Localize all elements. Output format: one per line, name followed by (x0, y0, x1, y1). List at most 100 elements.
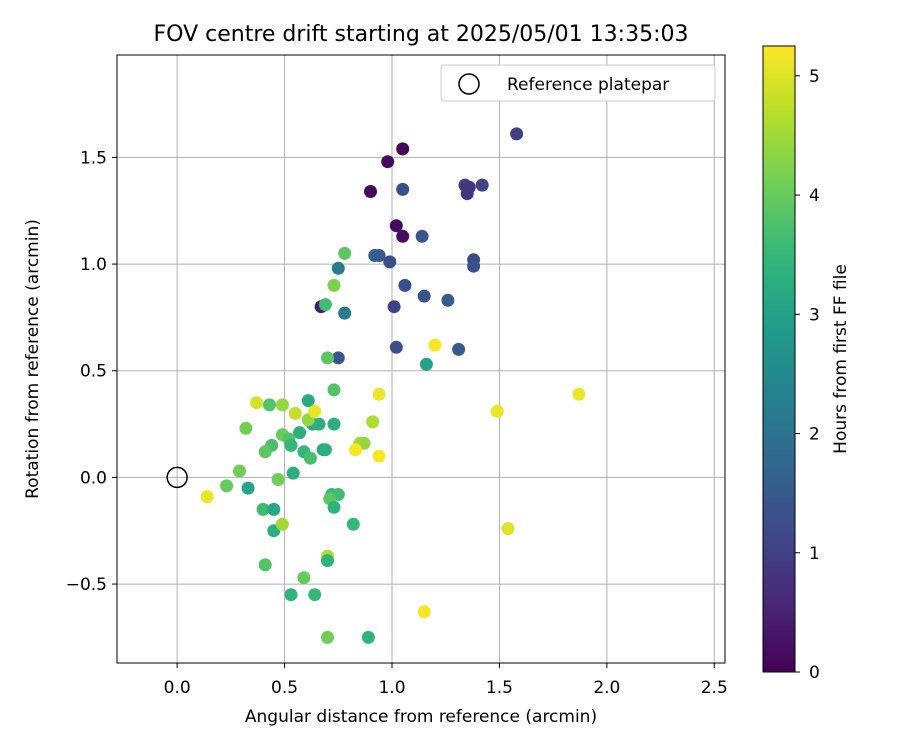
scatter-point (417, 605, 431, 619)
legend-label: Reference platepar (507, 75, 669, 95)
scatter-point (233, 464, 246, 478)
scatter-point (572, 387, 586, 401)
scatter-point (258, 445, 272, 459)
chart-title: FOV centre drift starting at 2025/05/01 … (154, 22, 689, 47)
colorbar-tick-label: 5 (809, 67, 820, 87)
scatter-point (372, 249, 386, 262)
scatter-point (510, 127, 524, 141)
scatter-point (263, 398, 276, 412)
scatter-point (460, 187, 474, 201)
legend-reference-marker (458, 73, 480, 95)
axis-ticks: 0.0 0.5 1.0 1.5 2.0 2.5 −0.5 0.0 0.5 1.0 1.5 (66, 148, 728, 698)
legend: Reference platepar (440, 64, 716, 102)
y-axis-label: Rotation from reference (arcmin) (23, 219, 43, 499)
x-tick-label: 1.0 (378, 678, 405, 698)
scatter-point (312, 417, 326, 431)
scatter-point (331, 261, 345, 275)
scatter-point (284, 588, 298, 602)
scatter-point (267, 502, 281, 516)
data-points (200, 127, 586, 644)
x-tick-label: 0.5 (271, 678, 298, 698)
scatter-point (284, 438, 298, 452)
scatter-point (220, 479, 234, 493)
x-tick-label: 2.0 (593, 678, 620, 698)
colorbar-tick-label: 4 (809, 186, 820, 206)
x-axis-label: Angular distance from reference (arcmin) (245, 707, 597, 727)
scatter-point (452, 342, 466, 356)
y-tick-label: 0.0 (80, 468, 107, 488)
reference-platepar-point (166, 466, 188, 489)
scatter-point (415, 229, 429, 243)
scatter-point (417, 289, 431, 303)
scatter-point (419, 357, 433, 371)
x-tick-label: 0.0 (164, 678, 191, 698)
scatter-point (387, 300, 401, 314)
scatter-point (327, 500, 341, 514)
reference-marker (166, 466, 188, 489)
scatter-point (331, 351, 345, 365)
scatter-point (275, 398, 289, 412)
scatter-point (256, 502, 270, 516)
colorbar-label: Hours from first FF file (831, 264, 851, 454)
scatter-point (308, 404, 322, 418)
y-tick-label: −0.5 (66, 575, 107, 595)
scatter-point (241, 481, 255, 495)
scatter-point (428, 338, 442, 352)
colorbar-tick-label: 1 (809, 544, 820, 564)
scatter-point (396, 229, 410, 243)
colorbar-tick-label: 3 (809, 305, 820, 325)
scatter-point (286, 466, 300, 480)
scatter-point (396, 182, 410, 196)
scatter-point (366, 415, 380, 429)
scatter-point (490, 404, 504, 418)
scatter-point (297, 571, 311, 585)
scatter-point (389, 219, 403, 233)
scatter-point (321, 554, 334, 568)
colorbar-tick-label: 2 (809, 425, 820, 445)
scatter-point (318, 443, 332, 457)
y-tick-label: 1.5 (80, 148, 107, 168)
scatter-point (327, 278, 341, 292)
scatter-point (338, 306, 352, 320)
scatter-point (346, 517, 360, 531)
scatter-point (239, 421, 253, 435)
colorbar-tick-label: 0 (809, 663, 820, 683)
colorbar (762, 45, 796, 673)
plot-frame (116, 54, 726, 664)
scatter-point (372, 387, 386, 401)
scatter-point (258, 558, 272, 572)
scatter-point (475, 178, 489, 192)
scatter-point (361, 630, 375, 644)
scatter-point (372, 449, 386, 463)
scatter-point (275, 517, 289, 531)
scatter-point (318, 298, 332, 312)
scatter-point (467, 259, 481, 273)
scatter-point (250, 396, 264, 410)
scatter-point (293, 426, 307, 440)
scatter-point (364, 185, 377, 198)
scatter-point (321, 351, 334, 365)
scatter-point (271, 473, 285, 486)
x-tick-label: 1.5 (486, 678, 513, 698)
scatter-point (349, 443, 362, 457)
scatter-point (327, 417, 341, 431)
scatter-point (383, 255, 397, 269)
scatter-point (501, 522, 515, 536)
scatter-point (441, 293, 455, 307)
scatter-point (308, 588, 322, 602)
grid-lines (117, 55, 725, 663)
y-tick-label: 1.0 (80, 255, 107, 275)
x-tick-label: 2.5 (701, 678, 728, 698)
colorbar-ticks: 0 1 2 3 4 5 (795, 67, 820, 683)
y-tick-label: 0.5 (80, 362, 107, 382)
scatter-point (301, 394, 315, 408)
legend-box (440, 64, 716, 102)
scatter-point (389, 340, 403, 354)
scatter-point (398, 278, 412, 292)
scatter-point (381, 155, 395, 169)
scatter-point (338, 246, 352, 260)
scatter-point (327, 383, 341, 397)
scatter-point (288, 406, 302, 420)
scatter-point (396, 142, 410, 156)
